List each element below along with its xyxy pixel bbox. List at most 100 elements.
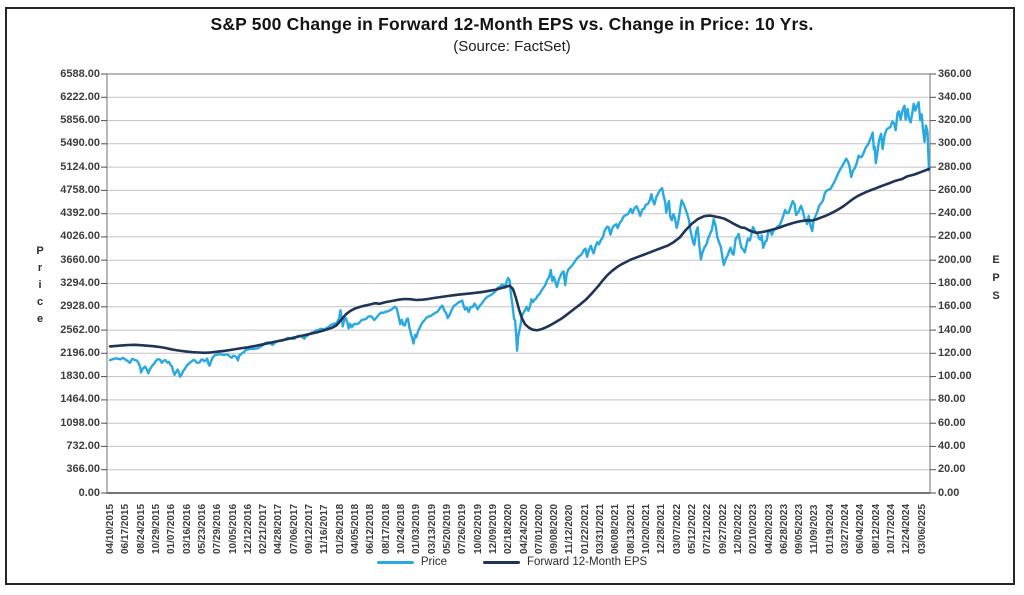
- y-axis-tick-label-left: 6222.00: [60, 90, 100, 103]
- x-axis-tick-label: 01/22/2021: [579, 503, 591, 554]
- x-axis-tick-label: 03/07/2022: [671, 503, 683, 554]
- y-axis-tick-label-left: 5124.00: [60, 160, 100, 173]
- x-axis-tick-label: 02/21/2017: [258, 503, 270, 554]
- x-axis-tick-label: 01/07/2016: [166, 503, 178, 554]
- x-axis-tick-label: 03/13/2019: [426, 503, 438, 554]
- legend: Price Forward 12-Month EPS: [0, 556, 1024, 568]
- x-axis-tick-label: 04/05/2018: [350, 503, 362, 554]
- y-axis-tick-label-left: 366.00: [66, 463, 100, 476]
- y-axis-tick-label-right: 100.00: [938, 370, 972, 383]
- x-axis-tick-label: 10/02/2019: [472, 503, 484, 554]
- price-line: [108, 100, 931, 378]
- y-axis-tick-label-left: 1464.00: [60, 393, 100, 406]
- x-axis-tick-label: 09/12/2017: [304, 503, 316, 554]
- legend-label-price: Price: [420, 556, 448, 568]
- y-axis-tick-label-left: 4026.00: [60, 230, 100, 243]
- x-axis-tick-label: 11/12/2020: [564, 504, 576, 555]
- y-axis-tick-label-right: 260.00: [938, 183, 972, 196]
- y-axis-tick-label-right: 160.00: [938, 300, 972, 313]
- y-axis-tick-label-left: 6588.00: [60, 67, 100, 80]
- x-axis-tick-label: 04/20/2023: [763, 503, 775, 554]
- y-axis-tick-label-right: 120.00: [938, 346, 972, 359]
- eps-line: [108, 167, 931, 355]
- x-axis-tick-label: 03/27/2024: [840, 503, 852, 554]
- x-axis-tick-label: 01/03/2019: [411, 503, 423, 554]
- y-axis-tick-label-right: 60.00: [938, 416, 966, 429]
- y-axis-tick-label-left: 5490.00: [60, 137, 100, 150]
- x-axis-tick-label: 10/17/2024: [886, 503, 898, 554]
- y-axis-tick-label-left: 2928.00: [60, 300, 100, 313]
- y-axis-tick-label-right: 140.00: [938, 323, 972, 336]
- y-axis-tick-label-left: 5856.00: [60, 114, 100, 127]
- x-axis-tick-label: 01/26/2018: [334, 503, 346, 554]
- x-axis-tick-label: 04/10/2015: [105, 503, 116, 554]
- legend-item-price: Price: [376, 556, 448, 568]
- x-axis-tick-label: 12/28/2021: [656, 503, 668, 554]
- y-axis-tick-label-left: 3294.00: [60, 277, 100, 289]
- y-axis-tick-label-left: 732.00: [66, 439, 100, 452]
- y-axis-tick-label-right: 320.00: [938, 114, 972, 127]
- x-axis-tick-label: 10/20/2021: [641, 503, 653, 554]
- x-axis-tick-label: 08/24/2015: [135, 503, 147, 554]
- x-axis-tick-label: 12/09/2019: [487, 503, 499, 554]
- y-axis-tick-label-right: 20.00: [938, 463, 966, 476]
- x-axis-tick-label: 10/05/2016: [227, 503, 239, 554]
- x-axis-tick-label: 04/28/2017: [273, 503, 285, 554]
- y-axis-tick-label-left: 4758.00: [60, 183, 100, 196]
- y-axis-tick-label-left: 3660.00: [60, 253, 100, 266]
- y-axis-tick-label-right: 80.00: [938, 393, 966, 406]
- y-axis-tick-label-right: 180.00: [938, 277, 972, 289]
- x-axis-tick-label: 08/17/2018: [380, 503, 392, 554]
- x-axis-tick-label: 06/12/2018: [365, 503, 377, 554]
- chart-title: S&P 500 Change in Forward 12-Month EPS v…: [210, 14, 814, 34]
- y-axis-tick-label-left: 2562.00: [60, 323, 100, 336]
- x-axis-tick-label: 11/09/2023: [809, 504, 821, 555]
- x-axis-tick-label: 03/06/2025: [916, 503, 928, 554]
- x-axis-tick-label: 09/27/2022: [717, 503, 729, 554]
- y-axis-tick-label-right: 280.00: [938, 160, 972, 173]
- x-axis-tick-label: 07/06/2017: [288, 503, 300, 554]
- x-axis-tick-label: 09/05/2023: [794, 503, 806, 554]
- x-axis-tick-label: 05/12/2022: [686, 503, 698, 554]
- y-axis-tick-label-right: 0.00: [938, 486, 960, 499]
- x-axis-tick-label: 06/04/2024: [855, 503, 867, 554]
- x-axis-tick-label: 04/24/2020: [518, 503, 530, 554]
- y-axis-tick-label-right: 360.00: [938, 67, 972, 80]
- y-axis-tick-label-right: 340.00: [938, 90, 972, 103]
- x-axis-tick-label: 03/31/2021: [595, 503, 607, 554]
- x-axis-tick-label: 07/01/2020: [533, 503, 545, 554]
- x-axis-tick-label: 12/12/2016: [242, 503, 254, 554]
- legend-label-eps: Forward 12-Month EPS: [527, 556, 648, 568]
- eps-line-swatch: [483, 560, 521, 564]
- y-axis-tick-label-right: 240.00: [938, 207, 972, 220]
- x-axis-tick-label: 12/24/2024: [901, 503, 913, 554]
- x-axis-tick-label: 11/16/2017: [319, 504, 331, 555]
- x-axis-tick-label: 07/29/2016: [212, 503, 224, 554]
- legend-item-eps: Forward 12-Month EPS: [483, 556, 647, 568]
- x-axis-tick-label: 10/29/2015: [150, 503, 162, 554]
- y-axis-tick-label-left: 0.00: [78, 486, 100, 499]
- x-axis-tick-label: 02/18/2020: [503, 503, 515, 554]
- y-axis-tick-label-left: 1830.00: [60, 370, 100, 383]
- y-axis-tick-label-left: 1098.00: [60, 416, 100, 429]
- x-axis-tick-label: 05/23/2016: [196, 503, 208, 554]
- x-axis-tick-label: 07/26/2019: [457, 503, 469, 554]
- x-axis-tick-label: 07/21/2022: [702, 503, 714, 554]
- price-line-swatch: [376, 560, 414, 564]
- x-axis-tick-label: 03/16/2016: [181, 503, 193, 554]
- x-axis-tick-label: 08/13/2021: [625, 503, 637, 554]
- y-axis-tick-label-left: 2196.00: [60, 346, 100, 359]
- x-axis-tick-label: 10/24/2018: [395, 503, 407, 554]
- y-axis-tick-label-right: 200.00: [938, 253, 972, 266]
- x-axis-tick-label: 02/10/2023: [748, 503, 760, 554]
- x-axis-tick-label: 05/20/2019: [441, 503, 453, 554]
- y-axis-tick-label-left: 4392.00: [60, 207, 100, 220]
- x-axis-tick-label: 06/17/2015: [120, 503, 132, 554]
- x-axis-tick-label: 06/28/2023: [778, 503, 790, 554]
- x-axis-tick-label: 12/02/2022: [732, 503, 744, 554]
- x-axis-tick-label: 01/19/2024: [824, 503, 836, 554]
- y-axis-tick-label-right: 40.00: [938, 439, 966, 452]
